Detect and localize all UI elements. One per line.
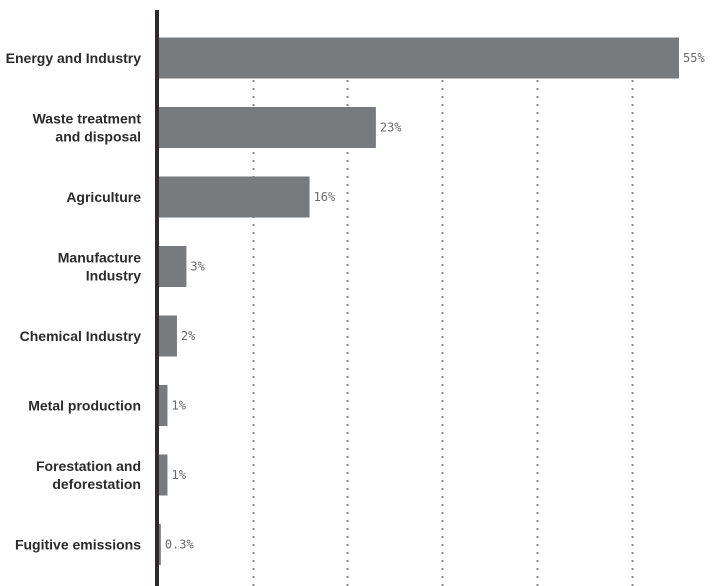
bar-8 [158, 524, 161, 565]
bar-7 [158, 454, 168, 496]
category-label-2: Waste treatment and disposal [33, 111, 142, 145]
value-label-2: 23% [380, 121, 402, 135]
bar-6 [158, 385, 168, 426]
category-label-7: Forestation and deforestation [36, 458, 141, 492]
bars [158, 37, 679, 565]
gridlines [252, 80, 634, 586]
value-label-5: 2% [181, 329, 196, 343]
bar-1 [158, 37, 679, 79]
bar-2 [158, 107, 376, 148]
category-label-5: Chemical Industry [20, 328, 142, 344]
value-label-8: 0.3% [165, 538, 195, 552]
bar-3 [158, 176, 310, 218]
category-label-3: Agriculture [66, 189, 141, 205]
category-label-6: Metal production [28, 398, 141, 414]
value-labels: 55% 23% 16% 3% 2% 1% 1% 0.3% [165, 51, 706, 552]
value-label-1: 55% [683, 51, 705, 65]
value-label-4: 3% [190, 260, 205, 274]
value-label-3: 16% [314, 190, 336, 204]
category-label-8: Fugitive emissions [15, 537, 141, 553]
category-labels: Energy and Industry Waste treatment and di… [6, 50, 142, 553]
category-label-4: Manufacture Industry [58, 250, 141, 284]
value-label-6: 1% [171, 399, 186, 413]
value-label-7: 1% [171, 468, 186, 482]
bar-5 [158, 315, 177, 357]
y-axis-line [155, 10, 159, 586]
category-label-1: Energy and Industry [6, 50, 142, 66]
bar-4 [158, 246, 187, 287]
